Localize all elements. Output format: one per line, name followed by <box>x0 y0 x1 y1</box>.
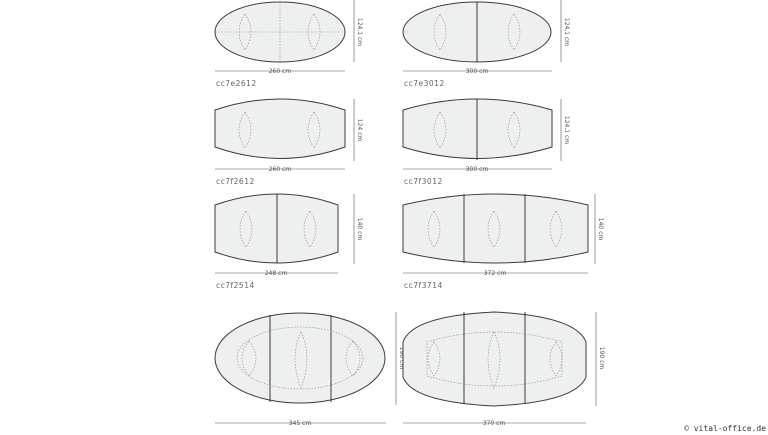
depth-label: 140 cm <box>356 218 363 241</box>
copyright-notice: © vital-office.de <box>684 424 766 433</box>
width-label: 260 cm <box>269 68 292 75</box>
product-code: cc7e3012 <box>404 79 445 88</box>
table-oval-370: 190 cm 370 cm <box>402 311 605 427</box>
width-label: 372 cm <box>484 270 507 277</box>
width-label: 260 cm <box>269 166 292 173</box>
table-oval-345: 190 cm 345 cm <box>214 312 405 427</box>
product-code: cc7f3714 <box>404 281 443 290</box>
product-code: cc7f2514 <box>216 281 255 290</box>
depth-label: 124,1 cm <box>356 18 363 46</box>
table-cc7f3714: 140 cm 372 cm cc7f3714 <box>402 193 604 290</box>
width-label: 300 cm <box>466 68 489 75</box>
product-code: cc7e2612 <box>216 79 257 88</box>
table-cc7f2514: 140 cm 248 cm cc7f2514 <box>214 193 363 290</box>
depth-label: 140 cm <box>597 218 604 241</box>
table-cc7f2612: 124 cm 260 cm cc7f2612 <box>214 98 363 186</box>
table-cc7e3012: 124,1 cm 300 cm cc7e3012 <box>402 0 570 88</box>
width-label: 300 cm <box>466 166 489 173</box>
depth-label: 190 cm <box>598 347 605 370</box>
width-label: 248 cm <box>265 270 288 277</box>
width-label: 345 cm <box>289 420 312 427</box>
depth-label: 124 cm <box>356 119 363 142</box>
product-code: cc7f2612 <box>216 177 255 186</box>
depth-label: 124,1 cm <box>563 116 570 144</box>
table-cc7e2612: 124,1 cm 260 cm cc7e2612 <box>214 0 363 88</box>
width-label: 370 cm <box>483 420 506 427</box>
table-cc7f3012: 124,1 cm 300 cm cc7f3012 <box>402 98 570 186</box>
product-code: cc7f3012 <box>404 177 443 186</box>
depth-label: 190 cm <box>398 347 405 370</box>
depth-label: 124,1 cm <box>563 18 570 46</box>
